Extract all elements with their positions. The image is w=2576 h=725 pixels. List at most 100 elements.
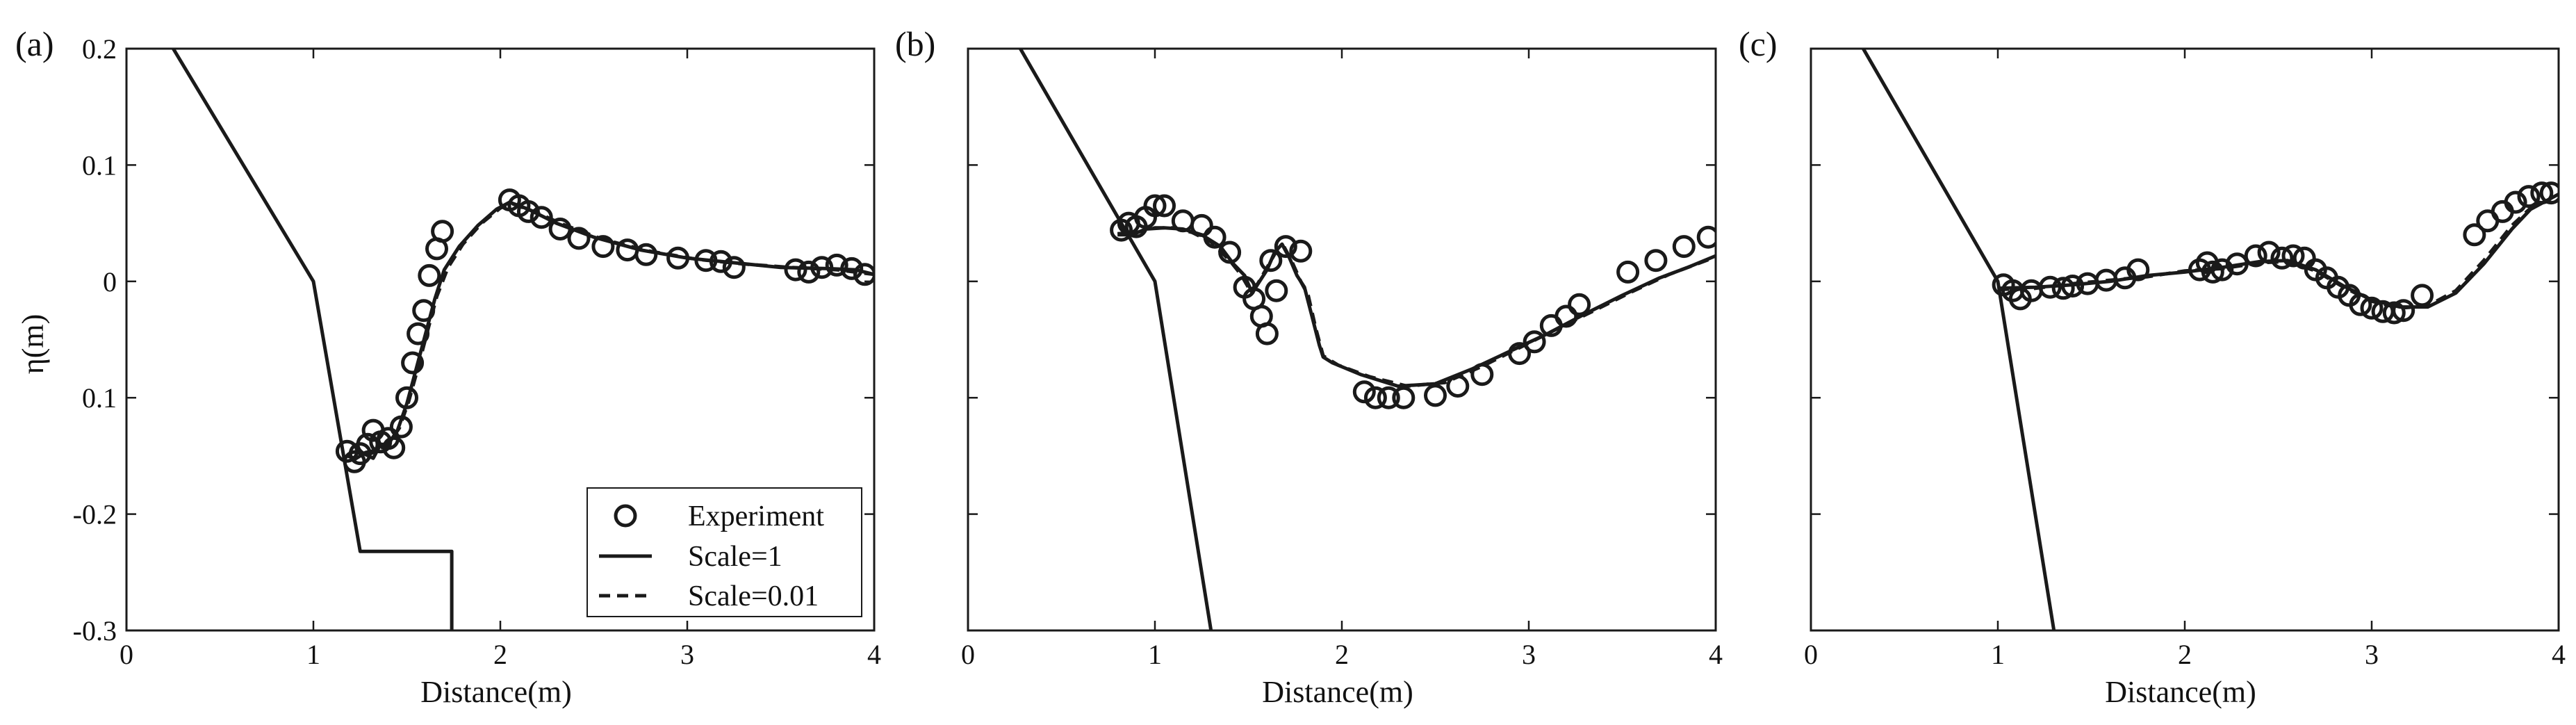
panel-a-experiment-point xyxy=(431,220,454,243)
panel-c-experiment-point xyxy=(2257,241,2281,264)
panel-a-experiment-point xyxy=(407,322,430,345)
legend-circle-marker xyxy=(614,504,637,528)
panel-a-experiment-point xyxy=(567,227,591,250)
panel-c-experiment-point xyxy=(2530,181,2554,205)
panel-c-experiment-point xyxy=(2126,258,2150,282)
panel-c-experiment-point xyxy=(2225,252,2249,276)
panel-b-plot-area xyxy=(1019,49,1716,630)
panel-a-tag: (a) xyxy=(15,24,54,63)
panel-c-experiment-point xyxy=(2201,260,2224,284)
panel-a-experiment-point xyxy=(389,415,413,439)
panel-a-x-tick-label: 0 xyxy=(120,639,133,670)
panel-b-experiment-point xyxy=(1143,194,1167,218)
panel-a-experiment-point xyxy=(382,436,406,459)
panel-a-x-tick-label: 1 xyxy=(306,639,320,670)
panel-b-experiment-point xyxy=(1424,384,1447,407)
panel-a-x-tick-label: 3 xyxy=(680,639,694,670)
panel-a-experiment-point xyxy=(412,299,436,323)
panel-c-experiment-point xyxy=(2349,293,2372,316)
panel-b-x-tick-label: 1 xyxy=(1148,639,1162,670)
panel-b-experiment-point xyxy=(1203,225,1227,249)
panel-c-plot-area xyxy=(1862,49,2559,630)
panel-b-experiment-point xyxy=(1377,386,1400,409)
panel-a-y-tick-label: 0.2 xyxy=(82,33,117,65)
panel-a-experiment-point xyxy=(401,351,425,375)
panel-b-experiment-point xyxy=(1672,235,1696,259)
panel-b-experiment-point xyxy=(1446,375,1470,398)
panel-a-legend: Experiment Scale=1 Scale=0.01 xyxy=(586,487,862,617)
panel-a-y-tick-label: 0 xyxy=(103,266,117,298)
panel-c-experiment-point xyxy=(2051,277,2075,300)
panel-c-series-scale-0-01 xyxy=(1997,193,2559,310)
panel-a-experiment-point xyxy=(810,256,834,279)
panel-c-experiment-point xyxy=(2281,244,2305,268)
panel-a-experiment-point xyxy=(530,206,553,229)
panel-b-experiment-point xyxy=(1554,304,1578,328)
panel-c-x-axis-title: Distance(m) xyxy=(2105,675,2256,709)
panel-c-experiment-point xyxy=(2392,299,2415,323)
panel-b-experiment-point xyxy=(1259,249,1283,272)
panel-a-experiment-point xyxy=(516,199,540,223)
panel-a-y-tick-label: -0.3 xyxy=(73,615,117,646)
panel-b-experiment-point xyxy=(1363,386,1387,409)
panel-b-experiment-point xyxy=(1352,380,1376,404)
panel-a-experiment-point xyxy=(853,263,874,286)
panel-c-x-tick-label: 0 xyxy=(1804,639,1818,670)
panel-a-y-tick-label: 0.1 xyxy=(82,149,117,181)
panel-c: (c) Distance(m) 0 1 2 3 4 xyxy=(1739,24,2566,709)
panel-b-experiment-point xyxy=(1508,342,1532,366)
panel-c-experiment-point xyxy=(2463,223,2486,247)
panel-a-y-tick-label: -0.2 xyxy=(73,499,117,530)
panel-c-experiment-point xyxy=(2539,181,2559,205)
panel-b-experiment-point xyxy=(1274,235,1297,259)
panel-c-experiment-point xyxy=(2382,301,2406,325)
panel-c-experiment-point xyxy=(2504,190,2527,214)
legend-label-scale-0-01: Scale=0.01 xyxy=(688,580,819,612)
panel-a-series-scale-0-01 xyxy=(346,202,874,460)
panel-a-experiment-point xyxy=(784,258,807,282)
panel-b-experiment-point xyxy=(1392,386,1416,409)
panel-a-experiment-point xyxy=(591,235,615,259)
panel-a-experiment-point xyxy=(634,243,658,266)
panel-a-y-axis-title: η(m) xyxy=(16,314,50,375)
panel-c-x-tick-label: 2 xyxy=(2178,639,2192,670)
panel-b-experiment-point xyxy=(1616,260,1640,284)
panel-b-experiment-point xyxy=(1696,225,1716,249)
panel-a-y-tick-label: 0.1 xyxy=(82,382,117,414)
panel-c-experiment-point xyxy=(2411,284,2434,307)
panel-c-experiment-point xyxy=(2188,258,2211,282)
panel-a-x-tick-label: 2 xyxy=(493,639,507,670)
panel-c-experiment-point xyxy=(2038,275,2062,299)
panel-c-bathymetry-line xyxy=(1862,49,2056,630)
panel-c-x-tick-label: 4 xyxy=(2552,639,2566,670)
panel-c-experiment-point xyxy=(2244,244,2267,268)
panel-b-experiment-point xyxy=(1644,249,1668,272)
panel-a-bathymetry-line xyxy=(172,49,454,630)
panel-b-bathymetry-line xyxy=(1019,49,1213,630)
panel-b-experiment-point xyxy=(1470,363,1494,386)
panel-c-x-tick-label: 3 xyxy=(2365,639,2379,670)
panel-b-experiment-point xyxy=(1289,239,1313,263)
panel-b-x-tick-label: 2 xyxy=(1335,639,1349,670)
panel-a-experiment-point xyxy=(825,253,848,277)
panel-c-experiment-point xyxy=(2270,246,2294,270)
panel-b: (b) Distance(m) 0 1 2 3 4 xyxy=(895,24,1723,709)
panel-a-experiment-point xyxy=(797,260,821,284)
panel-c-experiment-point xyxy=(2210,258,2234,282)
legend-label-experiment: Experiment xyxy=(688,500,824,532)
panel-a-x-axis-title: Distance(m) xyxy=(420,675,571,709)
panel-b-experiment-point xyxy=(1153,194,1176,218)
panel-a-experiment-point xyxy=(709,250,732,273)
panel-b-x-tick-label: 4 xyxy=(1709,639,1723,670)
panel-b-experiment-point xyxy=(1523,330,1546,354)
panel-b-x-tick-label: 3 xyxy=(1522,639,1536,670)
panel-b-experiment-point xyxy=(1218,241,1242,264)
panel-a-experiment-point xyxy=(694,249,718,272)
panel-b-experiment-point xyxy=(1110,218,1133,242)
panel-b-x-axis-title: Distance(m) xyxy=(1262,675,1413,709)
panel-a-experiment-point xyxy=(840,256,864,280)
panel-c-tag: (c) xyxy=(1739,24,1778,63)
panel-c-experiment-point xyxy=(2360,296,2384,320)
panel-a-experiment-point xyxy=(418,263,441,287)
